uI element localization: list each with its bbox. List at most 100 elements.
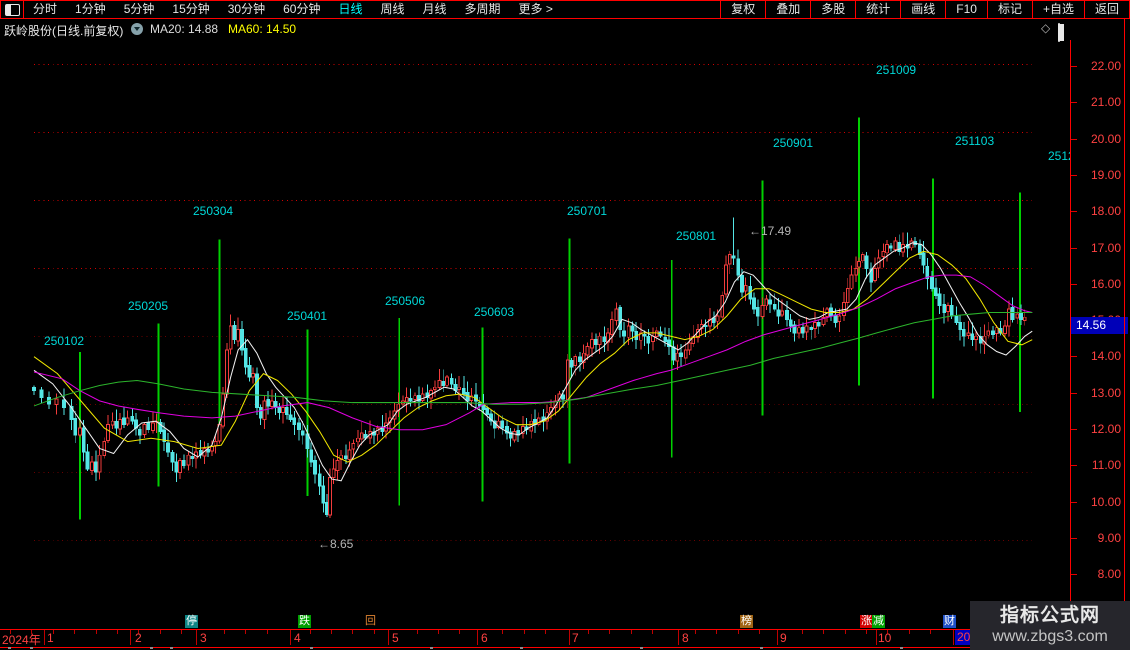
axis-border-line [1070,40,1071,646]
price-axis: 22.0021.0020.0019.0018.0017.0016.0015.00… [1070,40,1125,629]
tool-button-3[interactable]: 统计 [855,1,900,18]
clipped-content-mark [520,647,523,649]
month-label: 1 [47,631,54,645]
event-badge[interactable]: 财 [943,615,956,628]
event-badge[interactable]: 榜 [740,615,753,628]
event-badge[interactable]: 跌 [298,615,311,628]
month-separator [290,630,291,645]
month-line-label: 250304 [193,204,234,218]
month-line-label: 250603 [474,305,515,319]
axis-price-label: 8.00 [1097,567,1121,582]
window-layout-button[interactable] [1,1,24,18]
time-ruler[interactable]: 2024年 20 1 2 3 4 5 6 7 8 9 10 [0,629,1125,648]
axis-tick [1071,138,1077,140]
axis-price-label: 14.00 [1090,349,1121,364]
period-tab-10[interactable]: 更多 > [518,2,553,16]
month-label: 7 [572,631,579,645]
month-separator [477,630,478,645]
month-separator [953,630,954,645]
axis-tick [1071,392,1077,394]
month-line-label: 2512 [1048,149,1070,163]
chevron-down-circle-icon[interactable] [131,23,143,35]
tool-button-7[interactable]: +自选 [1031,1,1084,18]
axis-price-label: 13.00 [1090,385,1121,400]
period-tab-9[interactable]: 多周期 [464,2,501,16]
clipped-content-mark [310,647,313,649]
axis-price-label: 11.00 [1091,458,1121,473]
clipped-content-mark [430,647,433,649]
tool-button-1[interactable]: 叠加 [765,1,810,18]
price-marker-label: ←8.65 [318,537,354,551]
clipped-content-mark [760,647,763,649]
period-tab-7[interactable]: 周线 [380,2,405,16]
month-line-label: 250205 [128,299,169,313]
diamond-icon[interactable]: ◇ [1041,21,1051,35]
month-label: 2 [135,631,142,645]
month-label: 10 [878,631,892,645]
week-tick [695,630,696,634]
week-tick [759,630,760,634]
week-tick [74,630,75,634]
axis-price-label: 22.00 [1090,59,1121,73]
axis-price-label: 21.00 [1090,95,1121,110]
week-tick [524,630,525,634]
axis-tick [1071,356,1077,358]
tool-button-5[interactable]: F10 [945,1,987,18]
week-tick [588,630,589,634]
candlestick-chart[interactable]: 250102 250205 250304 250401 250506 250603 2507… [0,40,1070,629]
ma-green-line [33,311,1033,407]
week-tick [609,630,610,634]
axis-tick [1071,247,1077,249]
week-tick [930,630,931,634]
axis-price-label: 19.00 [1090,167,1121,182]
tool-button-6[interactable]: 标记 [986,1,1032,18]
month-separator [44,630,45,645]
week-tick [502,630,503,634]
month-line-label: 250401 [287,309,328,323]
month-label: 5 [392,631,399,645]
month-separator [876,630,877,645]
week-tick [545,630,546,634]
ma-white-line [33,242,1033,482]
axis-tick [1071,102,1077,104]
event-badge[interactable]: 回 [364,615,377,628]
event-badge[interactable]: 减 [872,615,885,628]
period-tab-0[interactable]: 分时 [33,2,58,16]
period-tab-5[interactable]: 60分钟 [283,2,321,16]
week-tick [887,630,888,634]
period-tab-6[interactable]: 日线 [338,2,363,16]
tool-button-2[interactable]: 多股 [810,1,855,18]
month-line-label: 251009 [876,63,917,77]
period-tab-4[interactable]: 30分钟 [227,2,266,16]
axis-tick [1071,211,1077,213]
tool-button-4[interactable]: 画线 [900,1,945,18]
month-separator [777,630,778,645]
clipped-content-mark [640,647,643,649]
axis-price-label: 9.00 [1097,530,1121,545]
ma20-readout: MA20: 14.88 [150,22,219,36]
tool-button-8[interactable]: 返回 [1083,1,1129,18]
period-tab-8[interactable]: 月线 [422,2,447,16]
month-separator [196,630,197,645]
clipped-content-mark [170,647,173,649]
week-tick [310,630,311,634]
period-menu: 分时 1分钟 5分钟 15分钟 30分钟 60分钟 日线 周线 月线 多周期 更多 > [24,1,562,18]
month-label: 4 [294,631,301,645]
week-tick [331,630,332,634]
axis-tick [1071,283,1077,285]
ma60-readout: MA60: 14.50 [228,22,297,36]
axis-tick [1071,429,1077,430]
week-tick [181,630,182,634]
week-tick [459,630,460,634]
tool-button-0[interactable]: 复权 [720,1,765,18]
period-tab-1[interactable]: 1分钟 [75,2,106,16]
period-tab-2[interactable]: 5分钟 [123,2,155,16]
week-tick [53,630,54,634]
event-badge[interactable]: 停 [185,615,198,628]
period-tab-3[interactable]: 15分钟 [172,2,210,16]
axis-tick [1071,501,1077,503]
event-badge[interactable]: 涨 [860,615,873,628]
clipped-content-mark [8,647,11,649]
month-label: 6 [481,631,488,645]
